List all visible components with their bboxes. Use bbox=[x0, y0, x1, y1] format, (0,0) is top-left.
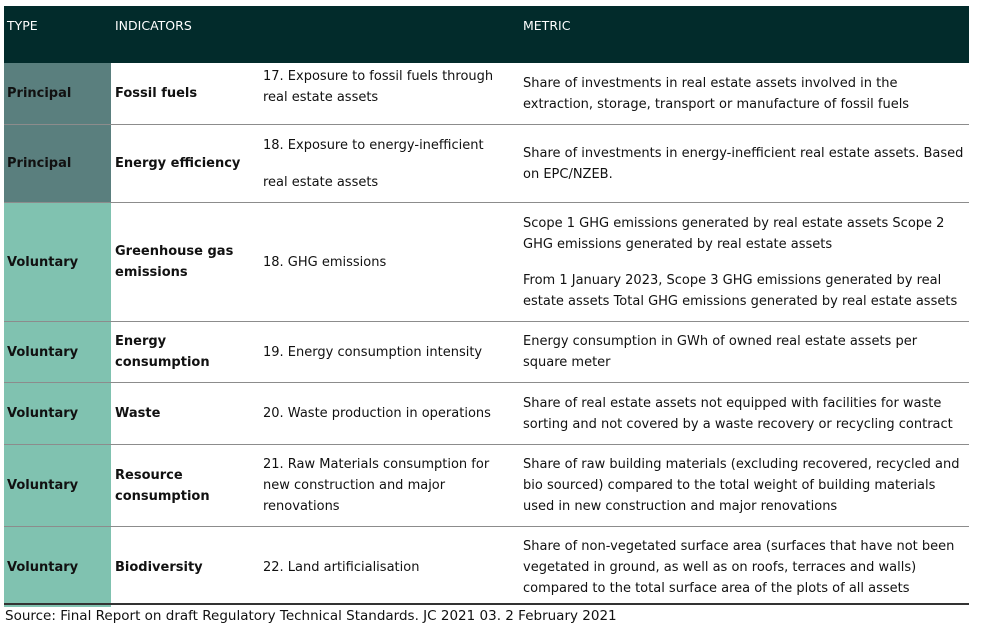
indicator-cell: Resource consumption bbox=[115, 467, 210, 504]
metric-text: Share of non-vegetated surface area (sur… bbox=[523, 538, 955, 596]
metric-cell: Scope 1 GHG emissions generated by real … bbox=[519, 203, 969, 321]
number-line-1: 18. Exposure to energy-inefficient bbox=[263, 137, 484, 153]
table-row: Principal Fossil fuels 17. Exposure to f… bbox=[4, 63, 969, 125]
table-row: Voluntary Energy consumption 19. Energy … bbox=[4, 322, 969, 383]
metric-text: Energy consumption in GWh of owned real … bbox=[523, 334, 918, 370]
number-cell: 18. GHG emissions bbox=[263, 254, 387, 270]
number-line-2: real estate assets bbox=[263, 174, 379, 190]
metric-cell: Share of non-vegetated surface area (sur… bbox=[519, 527, 969, 607]
table-header: TYPE INDICATORS METRIC bbox=[4, 6, 969, 63]
type-cell: Voluntary bbox=[4, 445, 111, 526]
metric-cell: Share of raw building materials (excludi… bbox=[519, 445, 969, 526]
metric-text: Share of investments in energy-inefficie… bbox=[523, 145, 964, 182]
number-cell: 17. Exposure to fossil fuels through rea… bbox=[263, 69, 494, 105]
type-cell: Voluntary bbox=[4, 383, 111, 444]
number-cell: 22. Land artificialisation bbox=[263, 559, 420, 575]
metric-text: Scope 1 GHG emissions generated by real … bbox=[523, 215, 945, 252]
table-row: Voluntary Biodiversity 22. Land artifici… bbox=[4, 527, 969, 607]
header-metric: METRIC bbox=[523, 18, 571, 33]
indicator-cell: Energy consumption bbox=[115, 334, 210, 370]
indicator-cell: Energy efficiency bbox=[115, 156, 241, 171]
type-cell: Principal bbox=[4, 63, 111, 124]
type-cell: Voluntary bbox=[4, 527, 111, 607]
type-cell: Principal bbox=[4, 125, 111, 202]
table-row: Voluntary Waste 20. Waste production in … bbox=[4, 383, 969, 445]
metric-cell: Energy consumption in GWh of owned real … bbox=[519, 322, 969, 382]
indicators-table: TYPE INDICATORS METRIC Principal Fossil … bbox=[4, 6, 969, 607]
indicator-cell: Biodiversity bbox=[115, 559, 203, 575]
number-cell: 18. Exposure to energy-inefficient real … bbox=[259, 125, 519, 202]
number-cell: 19. Energy consumption intensity bbox=[263, 344, 483, 360]
indicator-cell: Fossil fuels bbox=[115, 86, 198, 101]
metric-text: Share of raw building materials (excludi… bbox=[523, 457, 960, 514]
source-note: Source: Final Report on draft Regulatory… bbox=[5, 608, 617, 624]
table-row: Principal Energy efficiency 18. Exposure… bbox=[4, 125, 969, 203]
type-cell: Voluntary bbox=[4, 322, 111, 382]
indicator-cell: Waste bbox=[115, 406, 161, 421]
header-type: TYPE bbox=[7, 18, 38, 33]
type-cell: Voluntary bbox=[4, 203, 111, 321]
indicator-cell: Greenhouse gas emissions bbox=[115, 244, 234, 280]
metric-cell: Share of investments in energy-inefficie… bbox=[519, 125, 969, 202]
table-bottom-rule bbox=[4, 603, 969, 605]
table-row: Voluntary Greenhouse gas emissions 18. G… bbox=[4, 203, 969, 322]
header-indicators: INDICATORS bbox=[115, 18, 192, 33]
number-cell: 20. Waste production in operations bbox=[263, 406, 491, 421]
metric-cell: Share of investments in real estate asse… bbox=[519, 63, 969, 124]
table-row: Voluntary Resource consumption 21. Raw M… bbox=[4, 445, 969, 527]
metric-text: From 1 January 2023, Scope 3 GHG emissio… bbox=[523, 272, 958, 309]
number-cell: 21. Raw Materials consumption for new co… bbox=[263, 457, 490, 514]
metric-cell: Share of real estate assets not equipped… bbox=[519, 383, 969, 444]
metric-text: Share of investments in real estate asse… bbox=[523, 75, 910, 112]
metric-text: Share of real estate assets not equipped… bbox=[523, 395, 953, 432]
